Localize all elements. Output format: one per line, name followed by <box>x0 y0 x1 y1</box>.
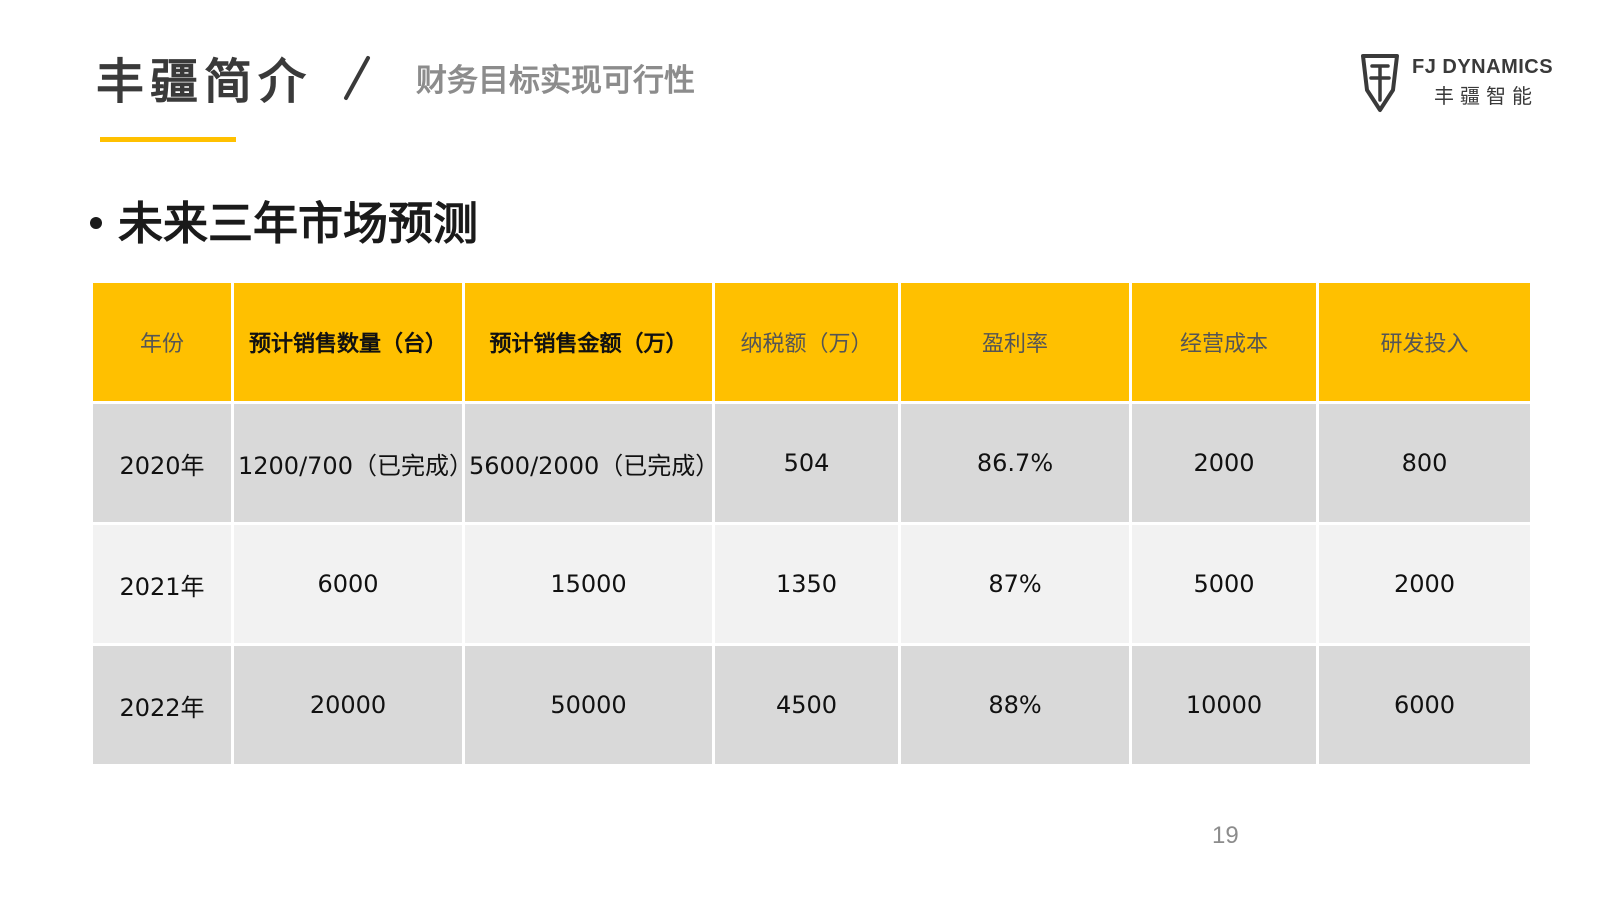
table-cell: 86.7% <box>898 401 1132 525</box>
table-cell: 2000 <box>1129 401 1319 525</box>
section-heading: 未来三年市场预测 <box>90 196 478 252</box>
logo-english-name: FJ DYNAMICS <box>1412 56 1554 78</box>
table-cell: 504 <box>712 401 901 525</box>
bullet-icon <box>90 217 102 229</box>
table-header-row: 年份 预计销售数量（台） 预计销售金额（万） 纳税额（万） 盈利率 经营成本 研… <box>90 280 1533 404</box>
slash-divider-icon <box>344 56 370 100</box>
header-profit-rate: 盈利率 <box>898 280 1132 404</box>
table-cell: 5600/2000（已完成） <box>462 401 715 525</box>
table-row: 2020年 1200/700（已完成） 5600/2000（已完成） 504 8… <box>90 401 1533 525</box>
table-cell: 5000 <box>1129 522 1319 646</box>
market-forecast-table: 年份 预计销售数量（台） 预计销售金额（万） 纳税额（万） 盈利率 经营成本 研… <box>90 280 1533 767</box>
table-cell: 20000 <box>231 643 465 767</box>
table-cell: 2020年 <box>90 401 234 525</box>
table-row: 2022年 20000 50000 4500 88% 10000 6000 <box>90 643 1533 767</box>
table-cell: 2000 <box>1316 522 1533 646</box>
company-logo: FJ DYNAMICS 丰疆智能 <box>1360 50 1560 120</box>
shield-logo-icon <box>1361 54 1399 112</box>
header-rd-investment: 研发投入 <box>1316 280 1533 404</box>
table-cell: 15000 <box>462 522 715 646</box>
table-cell: 2022年 <box>90 643 234 767</box>
table-cell: 6000 <box>231 522 465 646</box>
section-heading-text: 未来三年市场预测 <box>118 197 479 250</box>
table-cell: 6000 <box>1316 643 1533 767</box>
logo-chinese-name: 丰疆智能 <box>1434 84 1538 108</box>
table-cell: 87% <box>898 522 1132 646</box>
header-sales-quantity: 预计销售数量（台） <box>231 280 465 404</box>
table-cell: 1200/700（已完成） <box>231 401 465 525</box>
page-subtitle: 财务目标实现可行性 <box>416 63 695 99</box>
table-cell: 88% <box>898 643 1132 767</box>
table-cell: 50000 <box>462 643 715 767</box>
header-sales-amount: 预计销售金额（万） <box>462 280 715 404</box>
header-operating-cost: 经营成本 <box>1129 280 1319 404</box>
page-title: 丰疆简介 <box>96 54 313 110</box>
table-cell: 4500 <box>712 643 901 767</box>
table-cell: 1350 <box>712 522 901 646</box>
table-cell: 2021年 <box>90 522 234 646</box>
header-tax: 纳税额（万） <box>712 280 901 404</box>
page-number: 19 <box>1212 822 1239 849</box>
table-cell: 800 <box>1316 401 1533 525</box>
title-underline <box>100 137 236 142</box>
header-year: 年份 <box>90 280 234 404</box>
table-cell: 10000 <box>1129 643 1319 767</box>
table-row: 2021年 6000 15000 1350 87% 5000 2000 <box>90 522 1533 646</box>
